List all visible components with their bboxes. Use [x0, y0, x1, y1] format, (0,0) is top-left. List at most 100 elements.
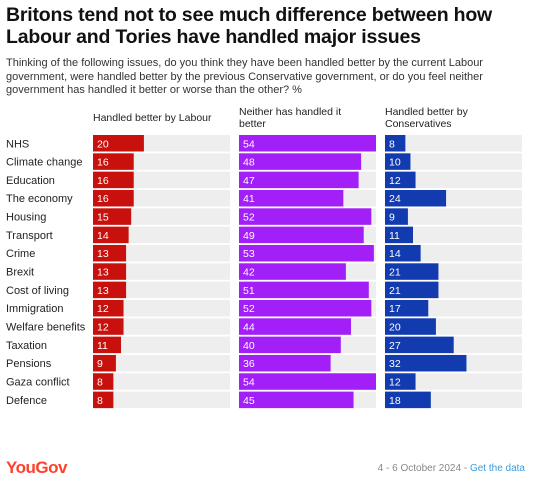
data-label: 32: [389, 358, 401, 370]
bar: [93, 318, 124, 335]
bar: [385, 299, 429, 317]
category-label: Immigration: [6, 303, 63, 315]
data-label: 17: [389, 303, 401, 315]
data-label: 24: [389, 193, 401, 205]
data-label: 49: [243, 230, 255, 242]
bar: [93, 299, 124, 317]
column-header-neither: Neither has handled it better: [239, 106, 342, 130]
bar: [239, 135, 376, 152]
category-label: Housing: [6, 212, 46, 224]
data-label: 13: [97, 267, 109, 279]
bar: [239, 336, 341, 354]
data-label: 48: [243, 157, 255, 169]
yougov-logo: YouGov: [6, 458, 67, 477]
category-label: Cost of living: [6, 285, 69, 297]
bar: [385, 354, 467, 372]
bar: [385, 208, 408, 225]
data-label: 9: [389, 212, 395, 224]
category-label: Pensions: [6, 358, 52, 370]
category-label: The economy: [6, 193, 73, 205]
bar: [93, 391, 114, 409]
data-label: 11: [97, 340, 108, 352]
bar: [239, 153, 362, 170]
data-label: 52: [243, 212, 255, 224]
bar: [239, 244, 374, 262]
data-label: 12: [389, 175, 401, 187]
bar: [239, 354, 331, 372]
bar-track: [93, 299, 230, 317]
bar: [385, 171, 416, 189]
data-label: 44: [243, 322, 255, 334]
category-label: Brexit: [6, 267, 34, 279]
bar: [239, 373, 376, 390]
chart-subtitle: Thinking of the following issues, do you…: [6, 57, 483, 96]
bar-track: [385, 153, 522, 170]
get-data-link[interactable]: Get the data: [469, 463, 525, 474]
bar: [385, 244, 421, 262]
bar-track: [93, 263, 230, 280]
data-label: 14: [97, 230, 109, 242]
bar: [239, 391, 354, 409]
bar: [385, 226, 413, 244]
bar: [385, 391, 431, 409]
data-label: 47: [243, 175, 255, 187]
data-label: 40: [243, 340, 255, 352]
data-label: 12: [389, 377, 401, 389]
bar: [239, 299, 372, 317]
data-label: 13: [97, 248, 109, 260]
bar: [239, 189, 344, 207]
bar: [93, 244, 127, 262]
bar: [239, 171, 359, 189]
bar: [239, 318, 351, 335]
bar: [93, 226, 129, 244]
data-label: 12: [97, 303, 109, 315]
bar: [385, 153, 411, 170]
column-header-conservatives: Handled better by Conservatives: [385, 106, 468, 130]
bar: [385, 373, 416, 390]
data-label: 10: [389, 157, 401, 169]
data-label: 45: [243, 395, 255, 407]
bar: [93, 354, 116, 372]
bar-track: [385, 226, 522, 244]
data-label: 8: [97, 395, 103, 407]
category-label: NHS: [6, 138, 29, 150]
bar: [93, 373, 114, 390]
data-label: 41: [243, 193, 255, 205]
data-label: 12: [97, 322, 109, 334]
bar: [93, 281, 127, 299]
data-label: 16: [97, 193, 109, 205]
survey-date: 4 - 6 October 2024 -: [377, 463, 470, 474]
category-label: Education: [6, 175, 55, 187]
bar: [385, 189, 447, 207]
data-label: 13: [97, 285, 109, 297]
bar-track: [385, 135, 522, 152]
bar: [385, 263, 439, 280]
chart-title: Britons tend not to see much difference …: [6, 4, 493, 48]
data-label: 42: [243, 267, 255, 279]
data-label: 18: [389, 395, 401, 407]
data-label: 16: [97, 157, 109, 169]
data-label: 9: [97, 358, 103, 370]
data-label: 54: [243, 138, 255, 150]
bar: [93, 336, 121, 354]
category-label: Defence: [6, 395, 47, 407]
bar-track: [93, 281, 230, 299]
category-label: Crime: [6, 248, 35, 260]
bar-track: [385, 208, 522, 225]
bar: [385, 336, 454, 354]
bar-track: [385, 373, 522, 390]
data-label: 52: [243, 303, 255, 315]
category-label: Taxation: [6, 340, 47, 352]
bar: [239, 263, 346, 280]
bar-track: [93, 354, 230, 372]
bar-track: [93, 373, 230, 390]
bar: [93, 208, 132, 225]
bar: [239, 281, 369, 299]
data-label: 51: [243, 285, 255, 297]
category-label: Gaza conflict: [6, 377, 70, 389]
data-label: 20: [389, 322, 401, 334]
bar: [93, 153, 134, 170]
data-label: 36: [243, 358, 255, 370]
data-label: 11: [389, 230, 400, 242]
